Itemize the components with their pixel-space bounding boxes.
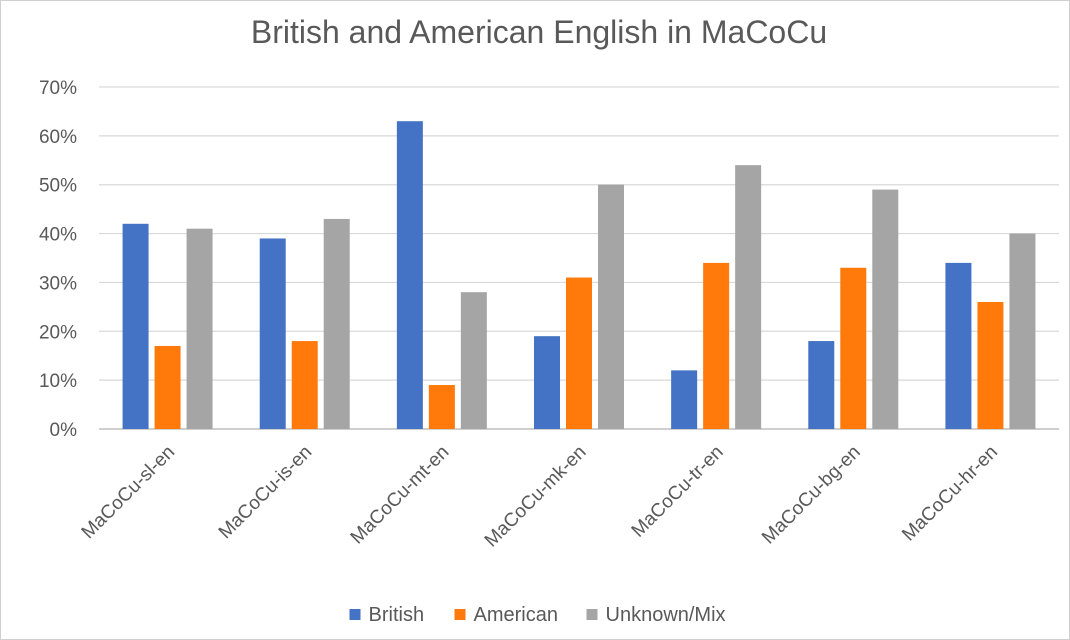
x-category-label: MaCoCu-mk-en [481,442,591,552]
legend-item-american: American [454,604,558,626]
legend-label: American [474,604,558,626]
bar-american-macocu-tr-en [703,262,730,429]
bar-american-macocu-is-en [291,341,318,429]
legend-label: Unknown/Mix [606,604,726,626]
x-category-label: MaCoCu-hr-en [898,442,1002,546]
bar-british-macocu-mt-en [396,121,423,429]
legend-swatch [349,609,361,620]
bar-american-macocu-mk-en [566,277,592,429]
y-tick-label: 30% [39,273,77,294]
x-category-label: MaCoCu-sl-en [78,442,179,543]
chart-title: British and American English in MaCoCu [251,14,827,50]
y-tick-label: 50% [39,176,77,197]
y-axis-ticks: 0% 10% 20% 30% 40% 50% 60% 70% [39,78,77,441]
y-tick-label: 40% [39,225,77,246]
y-tick-label: 20% [39,322,77,343]
bar-british-macocu-tr-en [671,370,698,429]
bar-unknown-mix-macocu-sl-en [186,228,213,429]
bar-unknown-mix-macocu-mt-en [460,292,487,429]
x-category-label: MaCoCu-is-en [215,442,316,543]
legend-item-unknown-mix: Unknown/Mix [586,604,726,626]
bar-american-macocu-bg-en [840,267,867,429]
bar-unknown-mix-macocu-hr-en [1009,233,1036,429]
bar-british-macocu-hr-en [945,262,972,429]
bar-unknown-mix-macocu-is-en [323,218,350,429]
bar-unknown-mix-macocu-mk-en [598,184,624,429]
y-tick-label: 10% [39,371,77,392]
bars [122,121,1036,429]
bar-british-macocu-is-en [259,238,286,429]
legend-item-british: British [349,604,425,626]
bar-british-macocu-sl-en [122,223,149,429]
x-category-label: MaCoCu-tr-en [628,442,728,542]
y-tick-label: 60% [39,127,77,148]
x-axis-categories: MaCoCu-sl-en MaCoCu-is-en MaCoCu-mt-en MaCo… [78,442,1002,552]
y-tick-label: 70% [39,78,77,99]
legend-swatch [454,609,466,620]
bar-british-macocu-bg-en [808,341,835,429]
x-category-label: MaCoCu-mt-en [347,442,454,549]
legend-swatch [586,609,598,620]
legend-label: British [369,604,425,626]
y-tick-label: 0% [50,420,78,441]
legend: British American Unknown/Mix [349,604,726,626]
x-category-label: MaCoCu-bg-en [758,442,865,549]
bar-unknown-mix-macocu-tr-en [735,165,762,429]
gridlines [99,86,1059,430]
bar-british-macocu-mk-en [534,336,560,429]
bar-american-macocu-hr-en [977,301,1004,429]
bar-unknown-mix-macocu-bg-en [872,189,899,429]
bar-american-macocu-sl-en [154,345,181,429]
bar-american-macocu-mt-en [428,385,455,429]
